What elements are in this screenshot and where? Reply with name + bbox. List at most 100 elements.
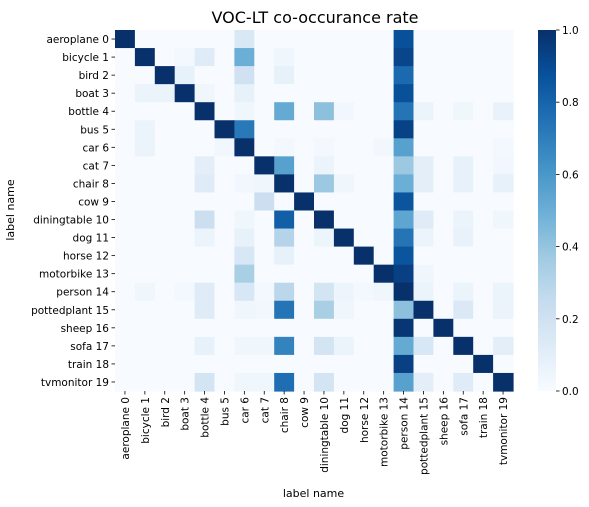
y-tick-label: train 18 bbox=[68, 359, 109, 371]
heatmap-cell bbox=[373, 66, 395, 85]
heatmap-cell bbox=[493, 30, 514, 49]
heatmap-cell bbox=[373, 210, 395, 230]
heatmap-cell bbox=[393, 138, 415, 157]
heatmap-cell bbox=[453, 138, 474, 157]
heatmap-cell bbox=[493, 300, 514, 320]
heatmap-cell bbox=[413, 156, 434, 175]
heatmap-cell bbox=[433, 246, 454, 266]
heatmap-cell bbox=[453, 102, 474, 121]
heatmap-cell bbox=[234, 228, 255, 248]
heatmap-cell bbox=[174, 48, 196, 67]
heatmap-cell bbox=[473, 264, 494, 284]
heatmap-cell bbox=[314, 246, 335, 266]
heatmap-cell bbox=[333, 282, 355, 302]
heatmap-cell bbox=[393, 318, 415, 338]
heatmap-cell bbox=[254, 264, 275, 284]
heatmap-cell bbox=[115, 30, 136, 49]
heatmap-cell bbox=[433, 66, 454, 85]
y-tick-labels: aeroplane 0 bicycle 1 bird 2 boat 3 bottle 4… bbox=[31, 34, 115, 389]
heatmap-cell bbox=[154, 174, 176, 194]
heatmap-cell bbox=[433, 354, 454, 374]
x-tick-labels: aeroplane 0 bicycle 1 bird 2 boat 3 bottle 4… bbox=[120, 391, 510, 475]
heatmap-cell bbox=[433, 48, 454, 67]
heatmap-cell bbox=[194, 246, 216, 266]
y-tick-label: cat 7 bbox=[83, 160, 109, 172]
heatmap-cell bbox=[274, 264, 295, 284]
heatmap-cell bbox=[353, 228, 375, 248]
heatmap-cell bbox=[234, 84, 255, 103]
heatmap-cell bbox=[174, 372, 196, 392]
heatmap-cell bbox=[453, 354, 474, 374]
heatmap-cell bbox=[214, 30, 235, 49]
heatmap-cell bbox=[493, 336, 514, 356]
heatmap-cell bbox=[174, 120, 196, 139]
heatmap-cell bbox=[393, 282, 415, 302]
heatmap-cell bbox=[174, 318, 196, 338]
heatmap-cell bbox=[115, 228, 136, 248]
heatmap-cell bbox=[353, 264, 375, 284]
heatmap-cell bbox=[194, 102, 216, 121]
heatmap-cell bbox=[433, 336, 454, 356]
heatmap-cell bbox=[373, 84, 395, 103]
heatmap-cell bbox=[314, 174, 335, 194]
heatmap-cell bbox=[254, 282, 275, 302]
heatmap-cell bbox=[234, 282, 255, 302]
heatmap-cell bbox=[274, 66, 295, 85]
y-tick-label: tvmonitor 19 bbox=[41, 377, 109, 389]
heatmap-cell bbox=[493, 48, 514, 67]
heatmap-cell bbox=[333, 138, 355, 157]
heatmap-cell bbox=[134, 174, 156, 194]
heatmap-cell bbox=[453, 282, 474, 302]
heatmap-cell bbox=[294, 282, 315, 302]
heatmap-cells bbox=[115, 30, 514, 392]
heatmap-cell bbox=[333, 210, 355, 230]
heatmap-cell bbox=[433, 318, 454, 338]
x-tick-label: person 14 bbox=[399, 397, 411, 450]
heatmap-cell bbox=[353, 102, 375, 121]
colorbar-tick-label: 0.6 bbox=[562, 169, 579, 181]
heatmap-cell bbox=[413, 102, 434, 121]
heatmap-cell bbox=[333, 372, 355, 392]
heatmap-cell bbox=[274, 84, 295, 103]
heatmap-cell bbox=[194, 84, 216, 103]
heatmap-cell bbox=[194, 372, 216, 392]
heatmap-cell bbox=[373, 372, 395, 392]
heatmap-cell bbox=[413, 228, 434, 248]
heatmap-cell bbox=[274, 318, 295, 338]
x-tick-label: boat 3 bbox=[180, 397, 192, 431]
heatmap-cell bbox=[134, 210, 156, 230]
colorbar-tick-label: 1.0 bbox=[562, 25, 579, 37]
heatmap-cell bbox=[393, 300, 415, 320]
heatmap-cell bbox=[493, 138, 514, 157]
y-tick-label: diningtable 10 bbox=[33, 215, 109, 227]
heatmap-cell bbox=[274, 210, 295, 230]
heatmap-cell bbox=[294, 228, 315, 248]
heatmap-cell bbox=[234, 264, 255, 284]
heatmap-cell bbox=[333, 264, 355, 284]
colorbar-ticks: 0.0 0.2 0.4 0.6 0.8 1.0 bbox=[556, 25, 579, 398]
heatmap-cell bbox=[453, 246, 474, 266]
heatmap-cell bbox=[134, 192, 156, 212]
heatmap-cell bbox=[473, 282, 494, 302]
heatmap-cell bbox=[433, 372, 454, 392]
heatmap-cell bbox=[373, 138, 395, 157]
heatmap-cell bbox=[413, 300, 434, 320]
heatmap-cell bbox=[353, 354, 375, 374]
heatmap-cell bbox=[453, 210, 474, 230]
x-tick-label: tvmonitor 19 bbox=[498, 397, 510, 465]
heatmap-cell bbox=[134, 246, 156, 266]
heatmap-cell bbox=[314, 264, 335, 284]
heatmap-cell bbox=[174, 66, 196, 85]
heatmap-cell bbox=[333, 102, 355, 121]
heatmap-cell bbox=[134, 66, 156, 85]
heatmap-cell bbox=[353, 336, 375, 356]
heatmap-cell bbox=[314, 372, 335, 392]
heatmap-cell bbox=[473, 246, 494, 266]
heatmap-cell bbox=[493, 282, 514, 302]
heatmap-cell bbox=[194, 156, 216, 175]
heatmap-cell bbox=[473, 156, 494, 175]
y-tick-label: boat 3 bbox=[75, 88, 109, 100]
heatmap-cell bbox=[294, 336, 315, 356]
heatmap-cell bbox=[234, 30, 255, 49]
heatmap-cell bbox=[134, 138, 156, 157]
